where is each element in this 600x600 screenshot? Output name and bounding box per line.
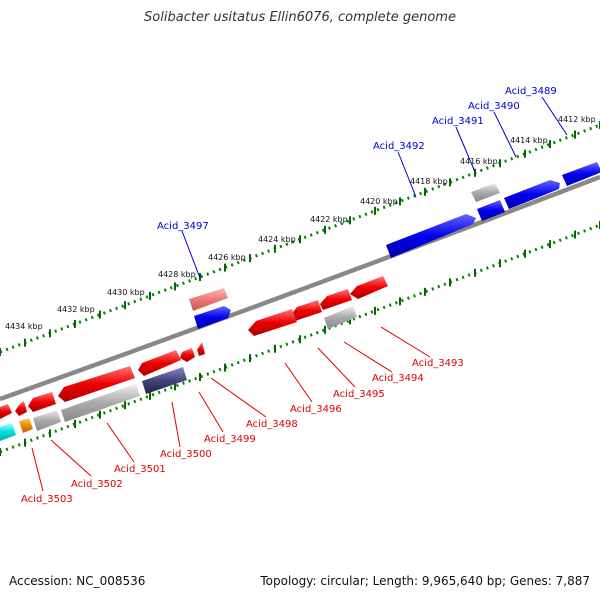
ruler-label: 4418 kbp	[410, 177, 448, 186]
gene-arrow[interactable]	[58, 366, 135, 402]
gene-arrow[interactable]	[33, 410, 61, 431]
inner-ruler-ticks	[0, 221, 600, 456]
label-leader	[455, 126, 476, 173]
gene-arrow[interactable]	[28, 392, 56, 412]
gene-arrow[interactable]	[248, 309, 297, 336]
gene-label-acid-3500[interactable]: Acid_3500	[160, 449, 212, 460]
ruler-label: 4434 kbp	[5, 322, 43, 331]
accession-text: Accession: NC_008536	[9, 574, 146, 588]
gene-label-acid-3503[interactable]: Acid_3503	[21, 494, 73, 505]
label-leader	[31, 447, 44, 492]
label-leader	[171, 401, 181, 448]
gene-label-acid-3494[interactable]: Acid_3494	[372, 373, 424, 384]
gene-label-acid-3499[interactable]: Acid_3499	[204, 434, 256, 445]
gene-arrow[interactable]	[0, 423, 16, 441]
gene-arrow[interactable]	[504, 180, 560, 209]
gene-label-acid-3495[interactable]: Acid_3495	[333, 389, 385, 400]
ruler-label: 4428 kbp	[158, 270, 196, 279]
gene-arrow[interactable]	[180, 348, 195, 362]
gene-arrow[interactable]	[320, 289, 352, 310]
gene-arrow[interactable]	[142, 367, 187, 394]
ruler-label: 4426 kbp	[208, 253, 246, 262]
topology-text: Topology: circular; Length: 9,965,640 bp…	[260, 574, 590, 588]
ruler-label: 4424 kbp	[258, 235, 296, 244]
gene-label-acid-3491[interactable]: Acid_3491	[432, 116, 484, 127]
genome-backbone	[0, 174, 600, 402]
label-leader	[50, 439, 92, 477]
gene-arrow[interactable]	[197, 342, 205, 356]
gene-arrow[interactable]	[324, 306, 357, 329]
ruler-label: 4414 kbp	[510, 136, 548, 145]
label-leader	[343, 341, 393, 373]
gene-arrow[interactable]	[138, 350, 181, 376]
label-leader	[317, 347, 356, 388]
gene-arrow[interactable]	[350, 276, 388, 299]
gene-label-acid-3489[interactable]: Acid_3489	[505, 86, 557, 97]
ruler-label: 4422 kbp	[310, 215, 348, 224]
gene-arrow[interactable]	[386, 214, 476, 258]
gene-arrow[interactable]	[290, 300, 322, 322]
gene-arrow[interactable]	[189, 288, 228, 311]
gene-arrow[interactable]	[61, 384, 140, 422]
gene-arrow[interactable]	[0, 404, 12, 419]
gene-label-acid-3501[interactable]: Acid_3501	[114, 464, 166, 475]
gene-label-acid-3496[interactable]: Acid_3496	[290, 404, 342, 415]
gene-label-acid-3490[interactable]: Acid_3490	[468, 101, 520, 112]
ruler-label: 4420 kbp	[360, 197, 398, 206]
label-leader	[106, 422, 135, 463]
gene-arrow[interactable]	[562, 162, 600, 186]
map-title: Solibacter usitatus Ellin6076, complete …	[144, 10, 456, 25]
gene-arrow[interactable]	[477, 200, 505, 221]
gene-label-acid-3492[interactable]: Acid_3492	[373, 141, 425, 152]
label-leader	[493, 111, 517, 158]
ruler-label: 4430 kbp	[107, 288, 145, 297]
label-leader	[380, 326, 431, 358]
gene-arrow[interactable]	[19, 418, 33, 433]
label-leader	[198, 391, 224, 433]
ruler-label: 4432 kbp	[57, 305, 95, 314]
label-leader	[541, 96, 568, 136]
label-leader	[181, 230, 201, 279]
gene-arrow[interactable]	[15, 401, 27, 416]
gene-label-acid-3498[interactable]: Acid_3498	[246, 419, 298, 430]
gene-label-acid-3497[interactable]: Acid_3497	[157, 221, 209, 232]
label-leader	[284, 362, 313, 403]
gene-arrow[interactable]	[471, 183, 500, 202]
label-leader	[210, 377, 267, 418]
gene-arrow[interactable]	[194, 306, 231, 329]
gene-label-acid-3493[interactable]: Acid_3493	[412, 358, 464, 369]
ruler-label: 4412 kbp	[558, 115, 596, 124]
label-leader	[397, 151, 417, 198]
ruler-label: 4416 kbp	[460, 157, 498, 166]
outer-ruler-ticks	[0, 121, 600, 356]
gene-label-acid-3502[interactable]: Acid_3502	[71, 479, 123, 490]
